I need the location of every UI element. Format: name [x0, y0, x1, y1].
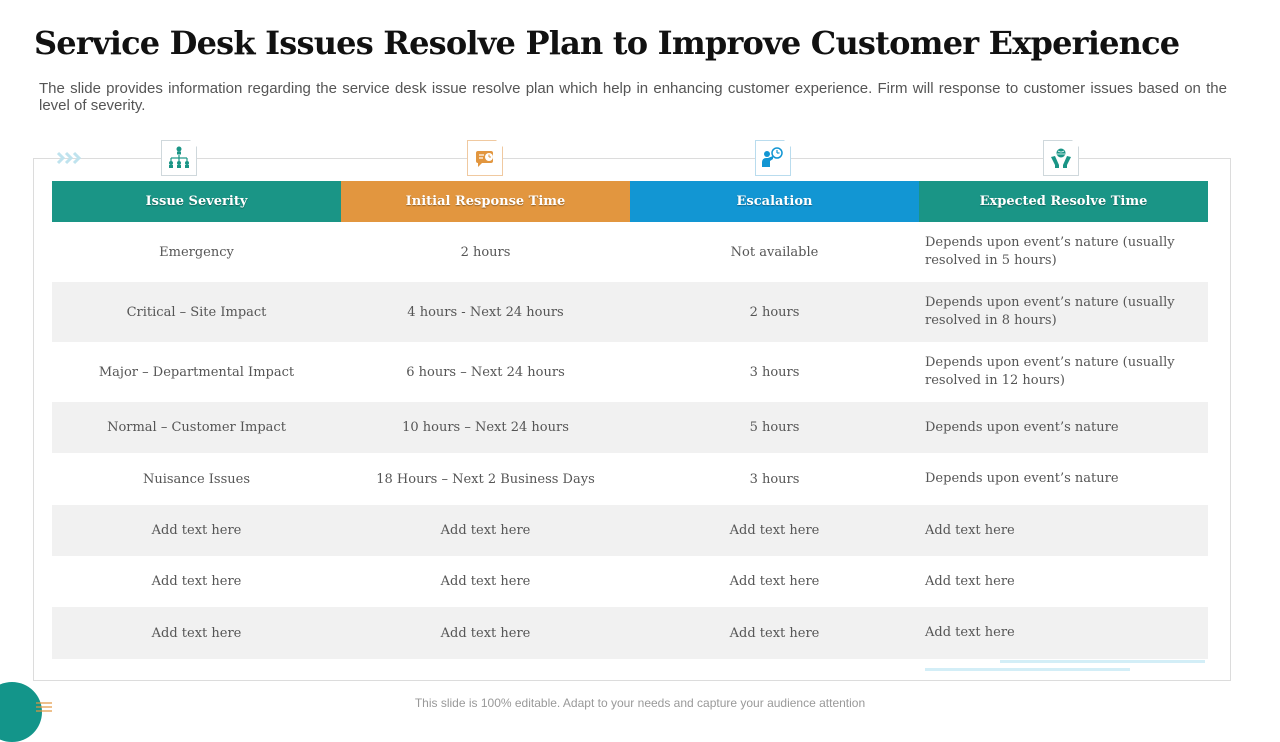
cell-resolve: Depends upon event’s nature	[925, 471, 1119, 486]
cell-escalation: Not available	[730, 244, 819, 260]
cell-resolve: Depends upon event’s nature (usually res…	[925, 355, 1175, 388]
cell-response: 6 hours – Next 24 hours	[406, 364, 565, 380]
cell-escalation: 3 hours	[749, 471, 800, 487]
table-frame	[33, 158, 1231, 681]
page-subtitle: The slide provides information regarding…	[39, 80, 1227, 114]
table-row: Major – Departmental Impact 6 hours – Ne…	[52, 342, 1208, 402]
table-row: Add text here Add text here Add text her…	[52, 556, 1208, 607]
table-row: Emergency 2 hours Not available Depends …	[52, 222, 1208, 282]
cell-response: Add text here	[440, 574, 531, 589]
cell-severity: Major – Departmental Impact	[98, 364, 295, 380]
cell-response: Add text here	[341, 505, 630, 556]
page-title: Service Desk Issues Resolve Plan to Impr…	[34, 24, 1180, 62]
cell-severity: Add text here	[52, 505, 341, 556]
cell-escalation: Add text here	[630, 607, 919, 659]
cell-severity: Emergency	[159, 244, 234, 260]
cell-escalation: 2 hours	[630, 282, 919, 342]
decorative-line	[1000, 660, 1205, 663]
header-issue-severity: Issue Severity	[52, 181, 341, 222]
table-row: Add text here Add text here Add text her…	[52, 505, 1208, 556]
header-expected-resolve-time: Expected Resolve Time	[919, 181, 1208, 222]
cell-escalation: 5 hours	[630, 402, 919, 453]
cell-resolve: Depends upon event’s nature (usually res…	[919, 282, 1208, 342]
cell-response: Add text here	[341, 607, 630, 659]
cell-resolve: Depends upon event’s nature	[919, 402, 1208, 453]
table-row: Add text here Add text here Add text her…	[52, 607, 1208, 659]
cell-resolve: Add text here	[919, 607, 1208, 659]
hands-globe-icon	[1043, 140, 1079, 176]
footer-note: This slide is 100% editable. Adapt to yo…	[414, 696, 866, 710]
cell-response: 4 hours - Next 24 hours	[341, 282, 630, 342]
cell-escalation: 3 hours	[749, 364, 800, 380]
table-header-row: Issue Severity Initial Response Time Esc…	[52, 181, 1208, 222]
cell-severity: Add text here	[52, 607, 341, 659]
cell-severity: Add text here	[151, 574, 242, 589]
header-initial-response-time: Initial Response Time	[341, 181, 630, 222]
cell-severity: Normal – Customer Impact	[52, 402, 341, 453]
cell-escalation: Add text here	[630, 505, 919, 556]
cell-resolve: Depends upon event’s nature (usually res…	[925, 235, 1175, 268]
resolve-plan-table: Issue Severity Initial Response Time Esc…	[52, 181, 1208, 659]
chevrons-icon	[56, 151, 82, 165]
table-row: Nuisance Issues 18 Hours – Next 2 Busine…	[52, 453, 1208, 505]
lines-icon	[36, 702, 52, 712]
cell-severity: Critical – Site Impact	[52, 282, 341, 342]
table-row: Critical – Site Impact 4 hours - Next 24…	[52, 282, 1208, 342]
chat-clock-icon	[467, 140, 503, 176]
header-escalation: Escalation	[630, 181, 919, 222]
cell-resolve: Add text here	[919, 505, 1208, 556]
cell-response: 2 hours	[460, 244, 511, 260]
cell-escalation: Add text here	[729, 574, 820, 589]
person-clock-icon	[755, 140, 791, 176]
hierarchy-icon	[161, 140, 197, 176]
cell-response: 10 hours – Next 24 hours	[341, 402, 630, 453]
decorative-line	[925, 668, 1130, 671]
cell-resolve: Add text here	[925, 573, 1015, 589]
cell-response: 18 Hours – Next 2 Business Days	[376, 471, 595, 487]
table-row: Normal – Customer Impact 10 hours – Next…	[52, 402, 1208, 453]
cell-severity: Nuisance Issues	[142, 471, 251, 487]
